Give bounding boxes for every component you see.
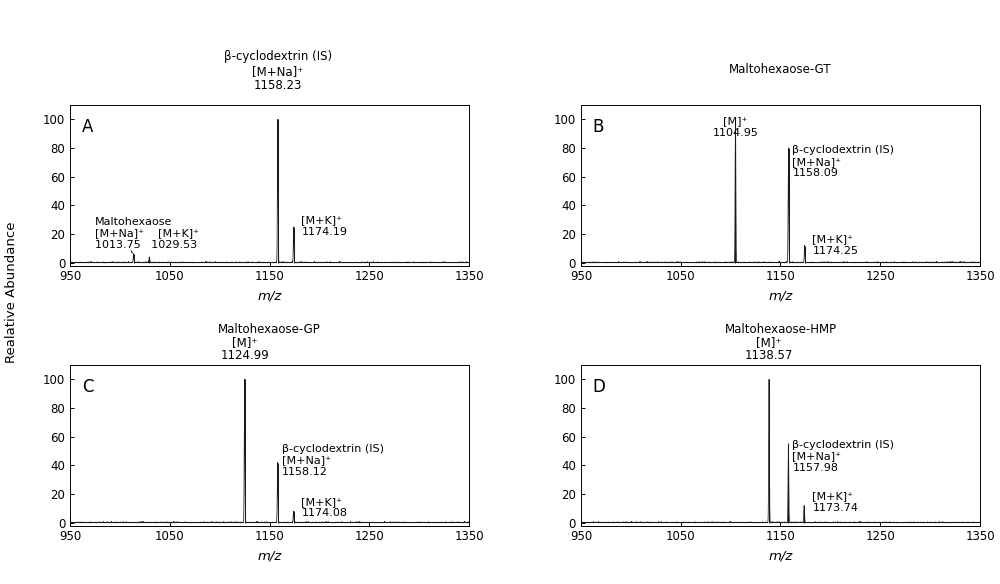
Text: [M+Na]⁺: [M+Na]⁺ (252, 65, 303, 78)
Text: Realative Abundance: Realative Abundance (5, 221, 18, 363)
X-axis label: m/z: m/z (257, 289, 282, 302)
Text: 1174.25: 1174.25 (812, 245, 858, 256)
Text: [M+Na]⁺: [M+Na]⁺ (792, 451, 841, 461)
Text: 1174.19: 1174.19 (301, 227, 347, 237)
Text: D: D (593, 378, 606, 396)
Text: [M+Na]⁺: [M+Na]⁺ (792, 157, 841, 166)
Text: β-cyclodextrin (IS): β-cyclodextrin (IS) (282, 444, 384, 454)
Text: β-cyclodextrin (IS): β-cyclodextrin (IS) (224, 50, 332, 64)
Text: [M+Na]⁺: [M+Na]⁺ (282, 456, 331, 465)
Text: [M]⁺: [M]⁺ (723, 117, 748, 127)
Text: 1013.75   1029.53: 1013.75 1029.53 (95, 240, 197, 250)
Text: [M+K]⁺: [M+K]⁺ (812, 491, 853, 501)
Text: 1104.95: 1104.95 (713, 128, 758, 138)
Text: 1158.12: 1158.12 (282, 467, 327, 477)
Text: [M+K]⁺: [M+K]⁺ (301, 497, 342, 507)
Text: Maltohexaose-GT: Maltohexaose-GT (729, 63, 832, 77)
X-axis label: m/z: m/z (768, 549, 793, 562)
Text: [M+K]⁺: [M+K]⁺ (812, 234, 853, 244)
Text: C: C (82, 378, 93, 396)
Text: Maltohexaose: Maltohexaose (95, 217, 172, 227)
Text: β-cyclodextrin (IS): β-cyclodextrin (IS) (792, 145, 894, 155)
Text: β-cyclodextrin (IS): β-cyclodextrin (IS) (792, 440, 894, 450)
Text: Maltohexaose-GP: Maltohexaose-GP (218, 323, 321, 336)
Text: B: B (593, 118, 604, 136)
Text: [M]⁺: [M]⁺ (232, 336, 257, 349)
X-axis label: m/z: m/z (768, 289, 793, 302)
X-axis label: m/z: m/z (257, 549, 282, 562)
Text: 1158.09: 1158.09 (792, 168, 838, 178)
Text: Maltohexaose-HMP: Maltohexaose-HMP (724, 323, 837, 336)
Text: [M+Na]⁺    [M+K]⁺: [M+Na]⁺ [M+K]⁺ (95, 228, 199, 238)
Text: 1138.57: 1138.57 (745, 349, 793, 362)
Text: 1174.08: 1174.08 (301, 509, 347, 519)
Text: A: A (82, 118, 93, 136)
Text: [M]⁺: [M]⁺ (756, 336, 782, 349)
Text: 1173.74: 1173.74 (812, 503, 858, 513)
Text: [M+K]⁺: [M+K]⁺ (301, 215, 342, 225)
Text: 1158.23: 1158.23 (254, 79, 302, 92)
Text: 1157.98: 1157.98 (792, 463, 838, 472)
Text: 1124.99: 1124.99 (220, 349, 269, 362)
